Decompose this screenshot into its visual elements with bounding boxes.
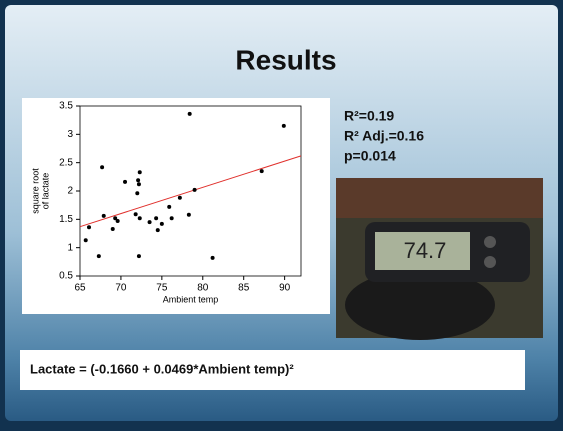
point <box>169 216 174 221</box>
point <box>136 182 141 187</box>
point <box>210 255 215 260</box>
slide-title: Results <box>235 44 336 75</box>
y-axis-label: square root <box>30 168 40 214</box>
point <box>186 212 191 217</box>
point <box>136 178 141 183</box>
point <box>123 179 128 184</box>
photo: 74.7 <box>336 178 543 340</box>
point <box>159 221 164 226</box>
point <box>96 254 101 259</box>
x-tick-label: 75 <box>156 283 168 294</box>
y-tick-label: 3.5 <box>59 101 73 112</box>
point <box>135 191 140 196</box>
point <box>259 169 264 174</box>
x-tick-label: 80 <box>197 283 209 294</box>
chart-box <box>22 98 330 314</box>
point <box>281 123 286 128</box>
point <box>115 219 120 224</box>
photo-display: 74.7 <box>404 238 447 263</box>
point <box>83 238 88 243</box>
point <box>154 216 159 221</box>
point <box>87 225 92 230</box>
y-tick-label: 2.5 <box>59 157 73 168</box>
point <box>136 254 141 259</box>
stat: R² Adj.=0.16 <box>344 128 424 144</box>
point <box>113 216 118 221</box>
y-tick-label: 3 <box>67 129 73 140</box>
x-tick-label: 90 <box>279 283 291 294</box>
point <box>101 213 106 218</box>
point <box>137 216 142 221</box>
point <box>187 111 192 116</box>
y-tick-label: 0.5 <box>59 271 73 282</box>
x-tick-label: 65 <box>74 283 86 294</box>
point <box>167 204 172 209</box>
x-axis-label: Ambient temp <box>163 294 219 304</box>
y-tick-label: 1.5 <box>59 214 73 225</box>
equation: Lactate = (-0.1660 + 0.0469*Ambient temp… <box>30 361 294 376</box>
y-axis-label: of lactate <box>40 173 50 210</box>
fit-line <box>79 155 302 228</box>
point <box>137 170 142 175</box>
stat: R²=0.19 <box>344 108 394 124</box>
point <box>155 228 160 233</box>
equation-box <box>20 350 525 390</box>
y-tick-label: 2 <box>67 186 73 197</box>
point <box>147 220 152 225</box>
y-tick-label: 1 <box>67 242 73 253</box>
stat: p=0.014 <box>344 148 396 164</box>
plot: 0.5 1 1.5 2 2.5 3 3.5 65 70 75 80 85 90 Ambient temp s… <box>30 101 302 304</box>
point <box>133 212 138 217</box>
point <box>192 187 197 192</box>
point <box>177 195 182 200</box>
point <box>100 165 105 170</box>
x-tick-label: 70 <box>115 283 127 294</box>
x-tick-label: 85 <box>238 283 250 294</box>
point <box>110 226 115 231</box>
